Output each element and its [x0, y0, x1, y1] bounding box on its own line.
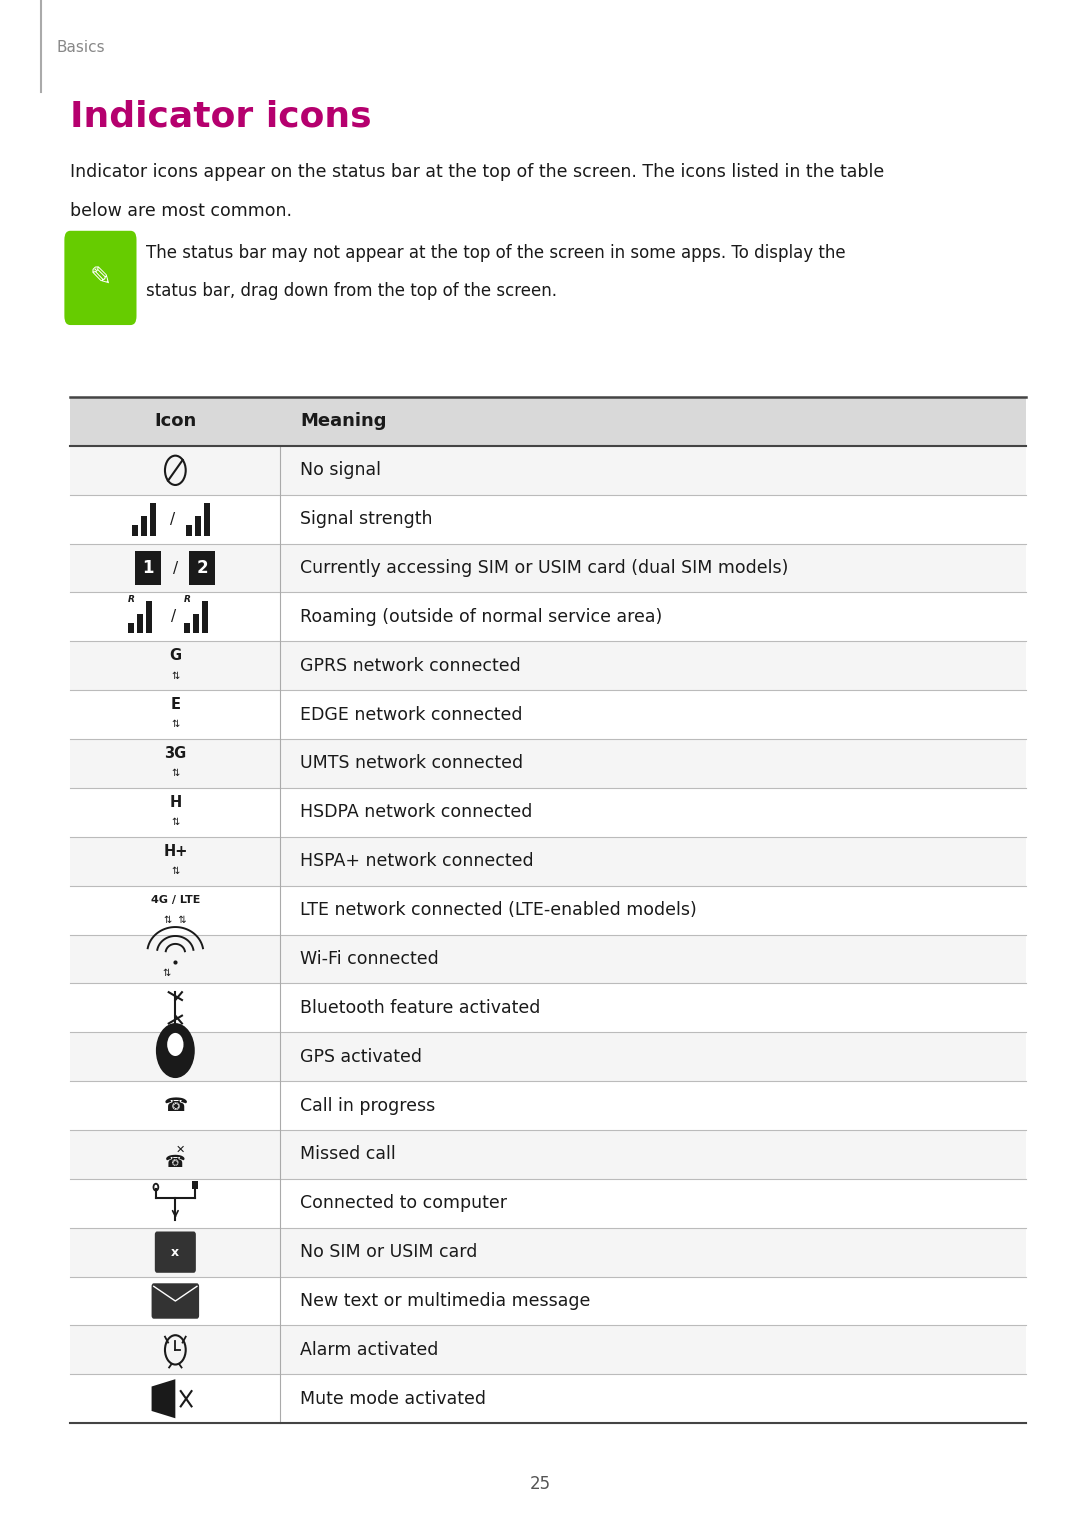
Text: The status bar may not appear at the top of the screen in some apps. To display : The status bar may not appear at the top…: [146, 244, 846, 263]
Bar: [192, 1180, 198, 1188]
FancyBboxPatch shape: [63, 229, 138, 327]
Bar: [127, 623, 134, 632]
FancyBboxPatch shape: [154, 1231, 195, 1274]
Text: GPRS network connected: GPRS network connected: [300, 657, 521, 675]
Text: Wi-Fi connected: Wi-Fi connected: [300, 950, 438, 968]
Bar: [195, 516, 201, 536]
Bar: [202, 602, 208, 632]
Text: No signal: No signal: [300, 461, 381, 479]
Text: R: R: [184, 596, 191, 605]
Bar: [70, 1325, 1026, 1374]
Bar: [70, 544, 1026, 592]
Bar: [70, 1374, 1026, 1423]
Text: New text or multimedia message: New text or multimedia message: [300, 1292, 591, 1310]
Text: LTE network connected (LTE-enabled models): LTE network connected (LTE-enabled model…: [300, 901, 697, 919]
Text: Signal strength: Signal strength: [300, 510, 432, 528]
Bar: [70, 397, 1026, 446]
Text: ⇅: ⇅: [172, 670, 179, 681]
Bar: [135, 551, 161, 585]
Text: 25: 25: [529, 1475, 551, 1493]
Text: G: G: [170, 649, 181, 664]
Bar: [70, 592, 1026, 641]
Bar: [70, 1081, 1026, 1130]
Text: ✕: ✕: [176, 1145, 186, 1154]
Text: H: H: [170, 796, 181, 811]
Bar: [70, 1130, 1026, 1179]
Bar: [70, 739, 1026, 788]
Text: ⇅: ⇅: [172, 817, 179, 828]
Text: x: x: [172, 1246, 179, 1258]
Bar: [70, 886, 1026, 935]
Text: GPS activated: GPS activated: [300, 1048, 422, 1066]
Polygon shape: [163, 1051, 188, 1075]
Text: ☎: ☎: [165, 1153, 186, 1171]
Text: below are most common.: below are most common.: [70, 202, 293, 220]
Bar: [146, 602, 152, 632]
Text: HSPA+ network connected: HSPA+ network connected: [300, 852, 534, 870]
Text: HSDPA network connected: HSDPA network connected: [300, 803, 532, 822]
Text: EDGE network connected: EDGE network connected: [300, 705, 523, 724]
Bar: [189, 551, 215, 585]
Text: ⇅: ⇅: [172, 719, 179, 730]
Text: ☎: ☎: [163, 1096, 188, 1115]
Text: Icon: Icon: [154, 412, 197, 431]
Bar: [184, 623, 190, 632]
Text: 3G: 3G: [164, 747, 187, 762]
Text: Indicator icons: Indicator icons: [70, 99, 372, 133]
Text: /: /: [170, 512, 175, 527]
Bar: [151, 1387, 164, 1411]
Text: /: /: [173, 560, 178, 576]
Bar: [70, 1228, 1026, 1277]
Text: Missed call: Missed call: [300, 1145, 395, 1164]
Bar: [204, 502, 211, 536]
Text: 2: 2: [197, 559, 208, 577]
Circle shape: [167, 1032, 184, 1057]
Bar: [141, 516, 147, 536]
Text: 4G / LTE: 4G / LTE: [150, 895, 200, 906]
Bar: [70, 495, 1026, 544]
Polygon shape: [151, 1379, 175, 1419]
Text: R: R: [127, 596, 135, 605]
Text: UMTS network connected: UMTS network connected: [300, 754, 523, 773]
Text: No SIM or USIM card: No SIM or USIM card: [300, 1243, 477, 1261]
Text: Bluetooth feature activated: Bluetooth feature activated: [300, 999, 540, 1017]
Text: 1: 1: [143, 559, 154, 577]
Text: Call in progress: Call in progress: [300, 1096, 435, 1115]
Text: ⇅: ⇅: [172, 866, 179, 876]
Bar: [70, 446, 1026, 495]
Bar: [193, 614, 199, 632]
Text: E: E: [171, 698, 180, 713]
Bar: [186, 525, 192, 536]
Text: Basics: Basics: [56, 40, 105, 55]
Bar: [70, 788, 1026, 837]
Text: /: /: [171, 609, 176, 625]
Bar: [70, 1032, 1026, 1081]
Text: Meaning: Meaning: [300, 412, 387, 431]
Bar: [70, 837, 1026, 886]
Text: ⇅  ⇅: ⇅ ⇅: [164, 915, 187, 925]
Text: status bar, drag down from the top of the screen.: status bar, drag down from the top of th…: [146, 282, 557, 301]
Bar: [150, 502, 157, 536]
Text: Connected to computer: Connected to computer: [300, 1194, 507, 1212]
FancyBboxPatch shape: [151, 1283, 199, 1319]
Bar: [137, 614, 143, 632]
Bar: [70, 1179, 1026, 1228]
Text: Mute mode activated: Mute mode activated: [300, 1390, 486, 1408]
Bar: [70, 1277, 1026, 1325]
Bar: [70, 641, 1026, 690]
Text: Roaming (outside of normal service area): Roaming (outside of normal service area): [300, 608, 662, 626]
Text: ⇅: ⇅: [163, 968, 171, 977]
Bar: [132, 525, 138, 536]
Text: Currently accessing SIM or USIM card (dual SIM models): Currently accessing SIM or USIM card (du…: [300, 559, 788, 577]
Text: Alarm activated: Alarm activated: [300, 1341, 438, 1359]
Bar: [70, 983, 1026, 1032]
Text: H+: H+: [163, 844, 188, 860]
Bar: [70, 690, 1026, 739]
Text: ✎: ✎: [90, 264, 111, 292]
Text: Indicator icons appear on the status bar at the top of the screen. The icons lis: Indicator icons appear on the status bar…: [70, 163, 885, 182]
Bar: [70, 935, 1026, 983]
Text: ⇅: ⇅: [172, 768, 179, 779]
Circle shape: [156, 1023, 194, 1078]
